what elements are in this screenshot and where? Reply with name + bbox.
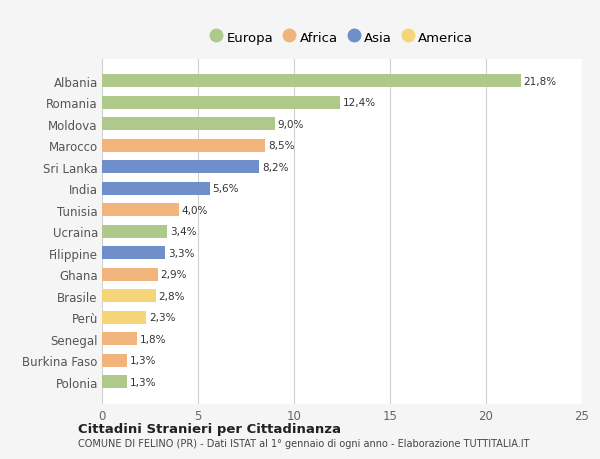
Bar (102, 225, 167, 238)
Bar (102, 140, 265, 152)
Text: 2,9%: 2,9% (161, 270, 187, 280)
Text: COMUNE DI FELINO (PR) - Dati ISTAT al 1° gennaio di ogni anno - Elaborazione TUT: COMUNE DI FELINO (PR) - Dati ISTAT al 1°… (78, 438, 530, 448)
Bar (102, 161, 259, 174)
Bar (102, 354, 127, 367)
Bar (102, 204, 179, 217)
Text: 8,5%: 8,5% (268, 141, 295, 151)
Text: 1,3%: 1,3% (130, 377, 157, 387)
Bar (102, 332, 137, 346)
Bar (102, 247, 166, 260)
Text: 9,0%: 9,0% (278, 120, 304, 129)
Text: 8,2%: 8,2% (262, 162, 289, 173)
Text: 3,3%: 3,3% (168, 248, 195, 258)
Text: 2,8%: 2,8% (158, 291, 185, 301)
Bar (102, 290, 156, 302)
Text: 5,6%: 5,6% (212, 184, 239, 194)
Text: 1,8%: 1,8% (139, 334, 166, 344)
Bar (102, 183, 209, 196)
Bar (102, 375, 127, 388)
Text: 3,4%: 3,4% (170, 227, 197, 237)
Bar (102, 75, 521, 88)
Bar (102, 118, 275, 131)
Text: 21,8%: 21,8% (523, 77, 557, 87)
Text: 12,4%: 12,4% (343, 98, 376, 108)
Legend: Europa, Africa, Asia, America: Europa, Africa, Asia, America (208, 28, 476, 47)
Text: 1,3%: 1,3% (130, 355, 157, 365)
Text: Cittadini Stranieri per Cittadinanza: Cittadini Stranieri per Cittadinanza (78, 422, 341, 436)
Bar (102, 97, 340, 110)
Text: 2,3%: 2,3% (149, 313, 176, 323)
Bar (102, 311, 146, 324)
Bar (102, 268, 158, 281)
Text: 4,0%: 4,0% (182, 205, 208, 215)
